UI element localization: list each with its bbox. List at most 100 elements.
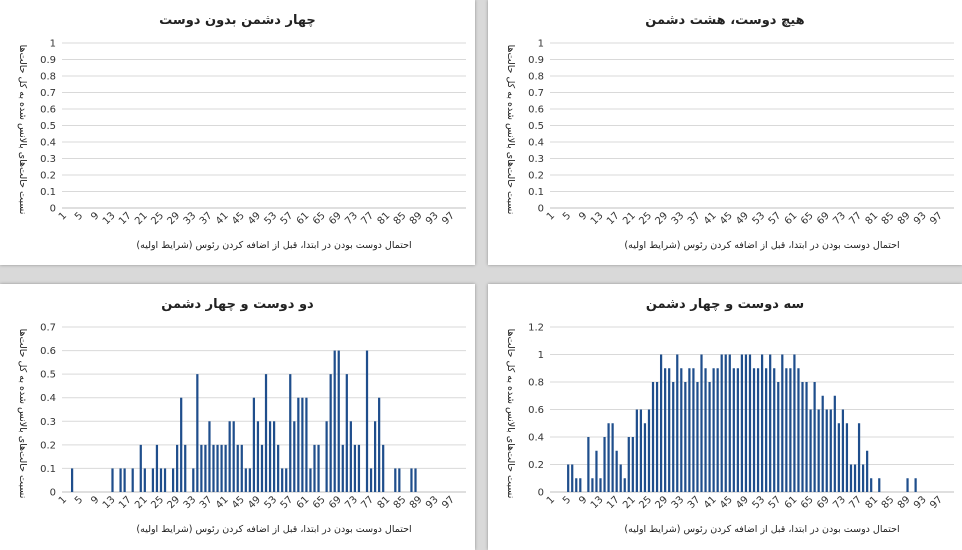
chart-panel-bottom-right: سه دوست و چهار دشمن 0 0.2 0.4 0.6 0.8 1 1.2 1 5 9 1… (488, 284, 962, 550)
bar (744, 354, 748, 492)
chart-panel-top-left: چهار دشمن بدون دوست 0 0.1 0.2 0.3 0.4 0.5 0.6 0.… (0, 0, 475, 265)
bar (305, 397, 308, 492)
x-tick-label: 49 (246, 210, 263, 227)
bar (607, 423, 610, 492)
y-tick-label: 0.6 (40, 105, 56, 116)
bar (716, 368, 719, 492)
x-tick-label: 1 (57, 494, 69, 506)
x-tick-label: 9 (577, 494, 589, 506)
x-tick-label: 61 (783, 210, 800, 227)
x-tick-label: 41 (702, 494, 719, 511)
x-tick-label: 5 (561, 210, 573, 222)
x-tick-label: 57 (279, 494, 296, 511)
x-tick-label: 41 (214, 494, 231, 511)
x-tick-label: 33 (670, 494, 687, 511)
bar (293, 421, 296, 492)
x-tick-label: 85 (880, 210, 897, 227)
x-tick-label: 85 (392, 494, 409, 511)
bar (414, 468, 417, 492)
bar (664, 368, 667, 492)
y-tick-label: 1 (538, 350, 544, 361)
y-tick-label: 0.1 (40, 187, 56, 198)
bar (861, 464, 865, 492)
y-tick-label: 0.3 (528, 154, 544, 165)
bar (567, 464, 570, 492)
bar (635, 409, 638, 492)
bar (131, 468, 134, 492)
x-tick-label: 57 (279, 210, 296, 227)
bar (853, 464, 857, 492)
y-tick-label: 0.8 (528, 72, 544, 83)
x-tick-label: 97 (928, 494, 945, 511)
x-tick-label: 5 (561, 494, 573, 506)
y-tick-label: 0.9 (528, 55, 544, 66)
bar (264, 374, 268, 492)
bar (579, 478, 582, 492)
y-axis-label: نسبت حالت‌های بالانس شده به کل حالت‌ها (505, 45, 516, 215)
bar (575, 478, 578, 492)
bar (349, 421, 352, 492)
x-tick-label: 13 (101, 210, 118, 227)
x-tick-label: 77 (847, 210, 864, 227)
y-tick-label: 1 (538, 39, 544, 50)
bar (615, 450, 618, 492)
y-tick-label: 0.5 (40, 121, 56, 132)
x-tick-label: 57 (767, 494, 784, 511)
x-tick-label: 89 (896, 210, 913, 227)
x-tick-label: 73 (831, 210, 848, 227)
x-tick-label: 73 (343, 210, 360, 227)
x-tick-label: 69 (815, 210, 832, 227)
bar (268, 421, 272, 492)
x-tick-label: 73 (831, 494, 848, 511)
bar (684, 382, 687, 492)
y-tick-label: 1 (50, 39, 56, 50)
bar (752, 368, 756, 492)
bar (821, 395, 824, 492)
bar (643, 423, 647, 492)
bar (914, 478, 917, 492)
bar (272, 421, 276, 492)
y-tick-label: 0.9 (40, 55, 56, 66)
bar (252, 397, 256, 492)
x-tick-label: 49 (246, 494, 263, 511)
y-tick-label: 0.1 (528, 187, 544, 198)
bar (289, 374, 292, 492)
bar (151, 468, 155, 492)
bar (805, 382, 808, 492)
x-tick-label: 45 (230, 494, 247, 511)
bar (216, 444, 219, 492)
bar (813, 382, 816, 492)
bar (659, 354, 663, 492)
bar (373, 421, 377, 492)
chart-title: چهار دشمن بدون دوست (159, 13, 316, 28)
x-tick-label: 25 (637, 210, 654, 227)
bar (801, 382, 804, 492)
x-tick-label: 17 (605, 494, 622, 511)
x-tick-label: 13 (589, 494, 606, 511)
bar (163, 468, 167, 492)
x-tick-label: 81 (864, 494, 881, 511)
bar (171, 468, 175, 492)
bar (571, 464, 574, 492)
bar (220, 444, 223, 492)
y-axis-label: نسبت حالت‌های بالانس شده به کل حالت‌ها (17, 329, 28, 499)
x-axis-label: احتمال دوست بودن در ابتدا، قبل از اضافه … (624, 240, 899, 251)
bar (143, 468, 146, 492)
bar (623, 478, 626, 492)
x-tick-label: 21 (621, 210, 638, 227)
x-tick-label: 21 (621, 494, 638, 511)
x-tick-label: 73 (343, 494, 360, 511)
x-tick-label: 33 (182, 210, 199, 227)
chart-svg: هیچ دوست، هشت دشمن 0 0.1 0.2 0.3 0.4 0.5 0.6 0.7… (505, 13, 954, 251)
y-tick-label: 0 (50, 488, 56, 499)
bar (111, 468, 114, 492)
y-tick-label: 0.7 (40, 323, 56, 334)
bar (119, 468, 122, 492)
bar (631, 437, 634, 492)
bar (708, 382, 711, 492)
bar (369, 468, 373, 492)
x-tick-label: 53 (750, 494, 767, 511)
x-tick-label: 1 (57, 210, 69, 222)
bar (870, 478, 873, 492)
bar (410, 468, 413, 492)
